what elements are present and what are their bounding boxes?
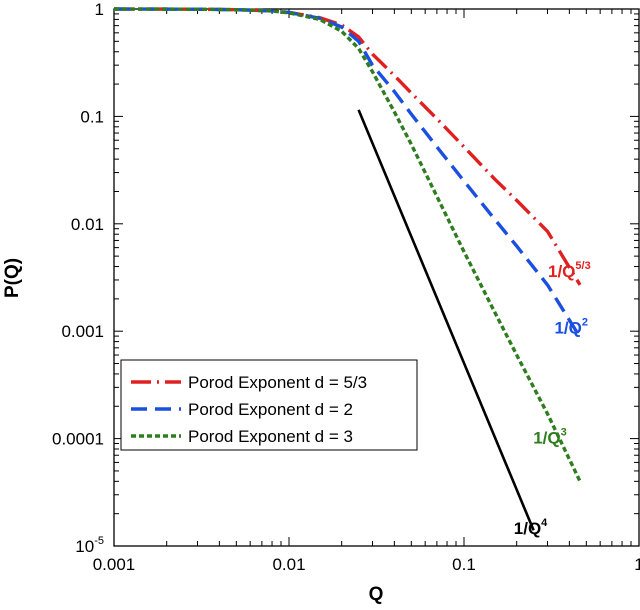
- plot-frame: [113, 8, 640, 547]
- legend-label: Porod Exponent d = 2: [188, 400, 353, 419]
- y-tick-label: 0.01: [71, 215, 104, 234]
- y-tick-label: 10-5: [75, 535, 104, 556]
- annotation-layer: 1/Q5/3 1/Q2 1/Q3 1/Q4: [514, 260, 591, 538]
- series-layer: [113, 7, 582, 531]
- x-tick-label: 0.001: [93, 555, 136, 574]
- x-tick-label: 0.01: [272, 555, 305, 574]
- tick-labels: 0.001 0.01 0.1 1 1 0.1 0.01 0.001 0.0001 10-5: [52, 0, 640, 574]
- y-tick-label: 0.0001: [52, 430, 104, 449]
- legend-box: [120, 359, 418, 451]
- legend-label: Porod Exponent d = 3: [188, 427, 353, 446]
- legend-items: Porod Exponent d = 5/3 Porod Exponent d =…: [131, 373, 367, 446]
- x-axis-title: Q: [369, 584, 384, 605]
- series-line-3: [113, 7, 582, 483]
- y-axis-title: P(Q): [2, 258, 23, 298]
- series-line-4: [357, 109, 535, 531]
- annotation-label: 1/Q5/3: [548, 260, 591, 281]
- y-tick-label: 0.1: [80, 107, 104, 126]
- legend-label: Porod Exponent d = 5/3: [188, 373, 367, 392]
- y-tick-label: 0.001: [61, 322, 104, 341]
- annotation-label: 1/Q4: [514, 517, 548, 538]
- y-tick-label: 1: [95, 0, 104, 19]
- series-line-2: [113, 7, 582, 339]
- x-tick-label: 0.1: [452, 555, 476, 574]
- legend: Porod Exponent d = 5/3 Porod Exponent d =…: [120, 359, 418, 451]
- annotation-label: 1/Q3: [533, 427, 567, 448]
- series-line-1: [113, 7, 582, 286]
- x-tick-label: 1: [634, 555, 640, 574]
- annotation-label: 1/Q2: [554, 317, 588, 338]
